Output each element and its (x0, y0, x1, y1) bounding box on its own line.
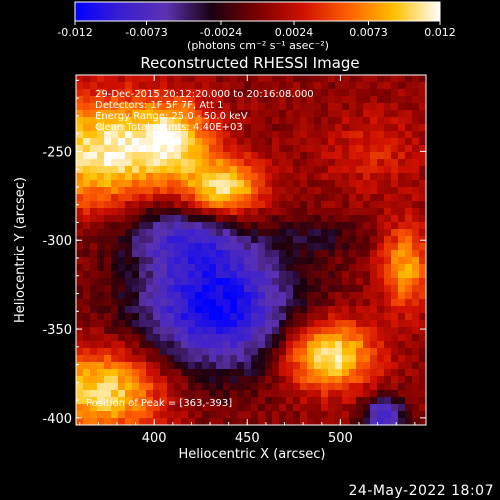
x-axis: 400 450 500 (79, 75, 416, 446)
colorbar-unit-label: (photons cm⁻² s⁻¹ asec⁻²) (187, 39, 329, 52)
colorbar-tick-label: 0.0024 (275, 26, 314, 39)
y-tick-label: -350 (42, 323, 72, 338)
y-tick-label: -400 (42, 412, 72, 427)
x-tick-label: 450 (235, 431, 260, 446)
x-tick-label: 400 (142, 431, 167, 446)
colorbar-tick-label: 0.0073 (349, 26, 388, 39)
annotation-line: Energy Range: 25.0 - 50.0 keV (95, 111, 248, 122)
annotation-block: 29-Dec-2015 20:12:20.000 to 20:16:08.000… (95, 89, 314, 133)
y-axis: -250 -300 -350 -400 (42, 79, 426, 427)
colorbar-tick-label: -0.0073 (125, 26, 167, 39)
y-tick-label: -250 (42, 145, 72, 160)
colorbar-tick-label: 0.012 (424, 26, 456, 39)
x-axis-label: Heliocentric X (arcsec) (179, 447, 326, 462)
peak-position-label: Position of Peak = [363,-393] (86, 398, 232, 409)
y-axis-label: Heliocentric Y (arcsec) (13, 177, 28, 323)
chart-title: Reconstructed RHESSI Image (140, 54, 359, 72)
annotation-line: Clean Total counts: 4.40E+03 (95, 122, 243, 133)
annotation-line: 29-Dec-2015 20:12:20.000 to 20:16:08.000 (95, 89, 314, 100)
colorbar: -0.012 -0.0073 -0.0024 0.0024 0.0073 0.012 (p… (57, 1, 456, 52)
annotation-line: Detectors: 1F 5F 7F, Att 1 (95, 100, 223, 111)
colorbar-gradient (74, 1, 441, 22)
y-tick-label: -300 (42, 234, 72, 249)
footer-date: 24-May-2022 18:07 (348, 483, 494, 499)
plot-frame (75, 74, 427, 426)
plot-area: 400 450 500 -250 -300 -350 -400 (42, 74, 427, 446)
colorbar-tick-label: -0.012 (57, 26, 92, 39)
x-tick-label: 500 (328, 431, 353, 446)
heatmap-image (76, 75, 427, 426)
colorbar-tick-label: -0.0024 (200, 26, 242, 39)
